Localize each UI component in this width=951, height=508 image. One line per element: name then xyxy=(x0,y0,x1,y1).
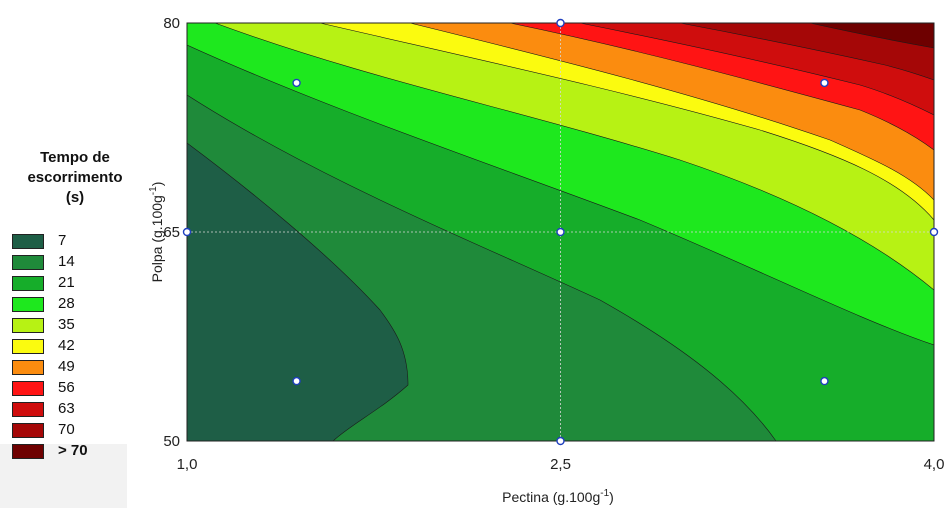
legend-label: 49 xyxy=(58,358,75,375)
legend-title-line-1: Tempo de xyxy=(40,149,110,166)
legend-label: 56 xyxy=(58,379,75,396)
legend-label: 28 xyxy=(58,295,75,312)
design-point xyxy=(556,436,565,446)
legend-label: 42 xyxy=(58,337,75,354)
legend-title-line-2: escorrimento xyxy=(27,169,123,186)
design-point xyxy=(820,78,829,88)
x-axis-ticks: 1,0 2,5 4,0 xyxy=(177,456,945,473)
legend-swatch xyxy=(12,423,44,438)
legend-item: 35 xyxy=(12,315,142,336)
design-point xyxy=(556,227,565,237)
legend-item: 56 xyxy=(12,378,142,399)
legend-swatch xyxy=(12,381,44,396)
design-points xyxy=(182,18,939,446)
legend-label: 35 xyxy=(58,316,75,333)
x-tick-label: 2,5 xyxy=(550,456,571,473)
x-tick-label: 1,0 xyxy=(177,456,198,473)
y-tick-label: 50 xyxy=(163,433,180,450)
legend-swatch xyxy=(12,297,44,312)
legend-label: 7 xyxy=(58,232,67,249)
y-tick-label: 65 xyxy=(163,224,180,241)
legend-swatch xyxy=(12,339,44,354)
legend-item: 70 xyxy=(12,420,142,441)
legend-label: 21 xyxy=(58,274,75,291)
legend-swatch xyxy=(12,444,44,459)
legend-swatch xyxy=(12,360,44,375)
legend-label: 63 xyxy=(58,400,75,417)
design-point xyxy=(556,18,565,28)
x-tick-label: 4,0 xyxy=(924,456,945,473)
legend-swatch xyxy=(12,234,44,249)
y-axis-label: Polpa (g.100g-1) xyxy=(148,182,165,283)
legend-swatch xyxy=(12,255,44,270)
legend-item: 63 xyxy=(12,399,142,420)
legend-item: 28 xyxy=(12,294,142,315)
legend-label: 14 xyxy=(58,253,75,270)
legend-label: > 70 xyxy=(58,442,88,459)
legend-item: 21 xyxy=(12,273,142,294)
legend-title: Tempo de escorrimento (s) xyxy=(0,148,150,208)
y-axis-ticks: 50 65 80 xyxy=(163,15,180,450)
legend-item: 14 xyxy=(12,252,142,273)
legend-item: 7 xyxy=(12,231,142,252)
design-point xyxy=(820,376,829,386)
legend-item: 42 xyxy=(12,336,142,357)
design-point xyxy=(182,227,192,237)
design-point xyxy=(292,78,301,88)
legend-label: 70 xyxy=(58,421,75,438)
x-axis-label: Pectina (g.100g-1) xyxy=(502,488,614,505)
design-point xyxy=(292,376,301,386)
contour-band xyxy=(679,23,934,81)
legend-item: 49 xyxy=(12,357,142,378)
legend-title-line-3: (s) xyxy=(65,189,85,206)
legend-swatch xyxy=(12,276,44,291)
y-tick-label: 80 xyxy=(163,15,180,32)
design-point xyxy=(929,227,939,237)
legend-swatch xyxy=(12,402,44,417)
legend-swatch xyxy=(12,318,44,333)
legend-item: > 70 xyxy=(12,441,142,462)
